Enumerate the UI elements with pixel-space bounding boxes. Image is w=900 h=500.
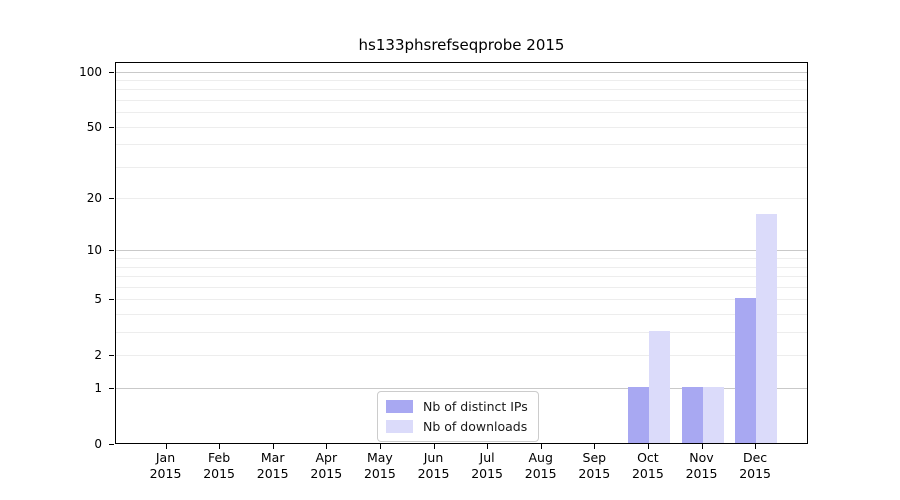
gridline-minor [116, 89, 807, 91]
x-tick-mark [433, 444, 435, 449]
x-tick-year: 2015 [256, 466, 289, 481]
legend-swatch-distinct-ips [386, 400, 413, 413]
x-tick-label: Jan 2015 [134, 450, 198, 482]
y-tick-label: 2 [94, 348, 102, 363]
y-tick-label: 100 [79, 64, 102, 79]
x-tick-month: Sep [582, 450, 607, 465]
chart-title: hs133phsrefseqprobe 2015 [358, 36, 565, 54]
legend-label-downloads: Nb of downloads [423, 419, 528, 434]
y-tick-mark [109, 198, 114, 200]
x-tick-label: Apr 2015 [294, 450, 358, 482]
gridline-major [116, 388, 807, 390]
y-tick-mark [109, 126, 114, 128]
gridline-minor [116, 258, 807, 260]
legend: Nb of distinct IPs Nb of downloads [377, 391, 539, 442]
y-tick-mark [109, 355, 114, 357]
gridline-minor [116, 276, 807, 278]
gridline-minor [116, 314, 807, 316]
x-tick-year: 2015 [578, 466, 611, 481]
x-tick-year: 2015 [471, 466, 503, 481]
x-tick-month: Nov [689, 450, 714, 465]
x-tick-year: 2015 [685, 466, 718, 481]
plot-area [115, 62, 808, 444]
gridline-minor [116, 79, 807, 81]
x-tick-label: Aug 2015 [509, 450, 573, 482]
gridline-minor [116, 332, 807, 334]
x-tick-month: Jun [423, 450, 444, 465]
gridline-minor [116, 355, 807, 357]
x-tick-mark [165, 444, 167, 449]
y-tick-label: 1 [94, 381, 102, 396]
x-tick-month: Apr [315, 450, 338, 465]
y-tick-mark [109, 388, 114, 390]
x-tick-year: 2015 [203, 466, 235, 481]
x-tick-year: 2015 [524, 466, 557, 481]
x-tick-label: Jul 2015 [455, 450, 519, 482]
y-tick-label: 5 [94, 292, 102, 307]
bar-downloads [756, 214, 778, 443]
legend-item-distinct-ips: Nb of distinct IPs [386, 399, 528, 414]
legend-swatch-downloads [386, 420, 413, 433]
y-tick-mark [109, 71, 114, 73]
x-tick-month: Jan [155, 450, 176, 465]
x-tick-label: Dec 2015 [723, 450, 787, 482]
y-tick-label: 20 [86, 191, 102, 206]
y-tick-mark [109, 250, 114, 252]
x-tick-mark [487, 444, 489, 449]
x-tick-month: May [366, 450, 393, 465]
gridline-minor [116, 166, 807, 168]
gridline-minor [116, 126, 807, 128]
gridline-minor [116, 299, 807, 301]
x-tick-month: Oct [637, 450, 659, 465]
x-tick-label: Mar 2015 [241, 450, 305, 482]
x-tick-label: Feb 2015 [187, 450, 251, 482]
x-tick-year: 2015 [417, 466, 450, 481]
bar-distinct-ips [627, 387, 649, 443]
gridline-minor [116, 286, 807, 288]
bar-distinct-ips [681, 387, 703, 443]
x-tick-mark [647, 444, 649, 449]
x-tick-label: Oct 2015 [616, 450, 680, 482]
legend-item-downloads: Nb of downloads [386, 419, 528, 434]
gridline-major [116, 250, 807, 252]
x-tick-month: Mar [260, 450, 285, 465]
gridline-minor [116, 198, 807, 200]
y-tick-label: 10 [86, 243, 102, 258]
gridline-minor [116, 266, 807, 268]
legend-label-distinct-ips: Nb of distinct IPs [423, 399, 528, 414]
x-tick-mark [272, 444, 274, 449]
x-tick-year: 2015 [149, 466, 182, 481]
x-tick-label: Jun 2015 [402, 450, 466, 482]
x-tick-mark [219, 444, 221, 449]
x-tick-mark [755, 444, 757, 449]
bar-distinct-ips [735, 298, 757, 443]
x-tick-month: Aug [528, 450, 553, 465]
gridline-minor [116, 100, 807, 101]
x-tick-month: Jul [479, 450, 495, 465]
y-tick-mark [109, 444, 114, 445]
x-tick-month: Feb [208, 450, 231, 465]
y-tick-label: 50 [86, 119, 102, 134]
gridline-major [116, 71, 807, 73]
gridline-minor [116, 112, 807, 114]
y-tick-mark [109, 299, 114, 301]
x-tick-year: 2015 [310, 466, 343, 481]
x-tick-mark [540, 444, 542, 449]
x-tick-year: 2015 [363, 466, 396, 481]
x-tick-label: Sep 2015 [562, 450, 626, 482]
y-tick-label: 0 [94, 437, 102, 451]
x-tick-month: Dec [742, 450, 768, 465]
x-tick-label: May 2015 [348, 450, 412, 482]
x-tick-mark [326, 444, 328, 449]
bar-downloads [702, 387, 724, 443]
x-tick-mark [594, 444, 596, 449]
x-tick-mark [701, 444, 703, 449]
gridline-minor [116, 144, 807, 146]
x-tick-label: Nov 2015 [670, 450, 734, 482]
x-tick-mark [379, 444, 381, 449]
x-tick-year: 2015 [739, 466, 771, 481]
bar-downloads [648, 331, 670, 443]
x-tick-year: 2015 [631, 466, 664, 481]
